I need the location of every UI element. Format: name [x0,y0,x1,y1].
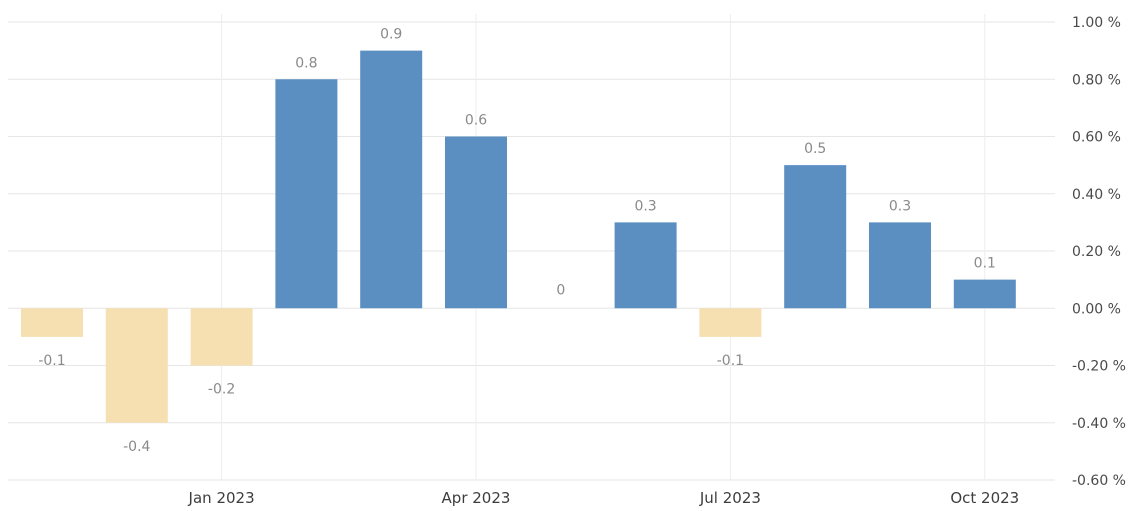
x-tick-label: Apr 2023 [442,489,511,507]
data-label: 0.8 [295,55,317,71]
data-label: 0.9 [380,27,402,43]
bar [614,222,677,309]
bar [953,279,1016,309]
data-label: 0 [556,282,565,298]
data-label: 0.1 [974,256,996,272]
bar [105,308,168,423]
bar [699,308,762,337]
y-tick-label: 0.40 % [1072,187,1121,203]
data-labels-layer: -0.1 -0.4 -0.2 0.8 0.9 0.6 0 0.3 -0.1 0.5 0.3 0.1 [38,27,996,455]
data-label: -0.1 [717,353,744,369]
y-tick-label: 0.00 % [1072,301,1121,317]
data-label: 0.3 [889,198,911,214]
y-tick-label: 0.80 % [1072,72,1121,88]
bar [21,308,83,337]
x-axis: Jan 2023 Apr 2023 Jul 2023 Oct 2023 [188,489,1020,507]
y-axis: 1.00 % 0.80 % 0.60 % 0.40 % 0.20 % 0.00 % -0.2… [1072,15,1126,489]
bars-layer [21,50,1016,423]
bar [869,222,931,309]
bar [275,79,338,309]
x-tick-label: Oct 2023 [950,489,1019,507]
data-label: 0.3 [634,198,656,214]
data-label: 0.5 [804,141,826,157]
y-tick-label: 1.00 % [1072,15,1121,31]
data-label: -0.2 [208,382,235,398]
x-tick-label: Jan 2023 [188,489,255,507]
bar [784,165,847,309]
y-tick-label: -0.40 % [1072,416,1126,432]
data-label: -0.4 [123,439,150,455]
grid-layer [8,14,1055,481]
data-label: -0.1 [38,353,65,369]
bar [190,308,253,366]
y-tick-label: -0.20 % [1072,359,1126,375]
x-tick-label: Jul 2023 [699,489,761,507]
y-tick-label: 0.60 % [1072,130,1121,146]
bar [445,136,507,309]
y-tick-label: -0.60 % [1072,473,1126,489]
bar [360,50,423,309]
y-tick-label: 0.20 % [1072,244,1121,260]
data-label: 0.6 [465,113,487,129]
